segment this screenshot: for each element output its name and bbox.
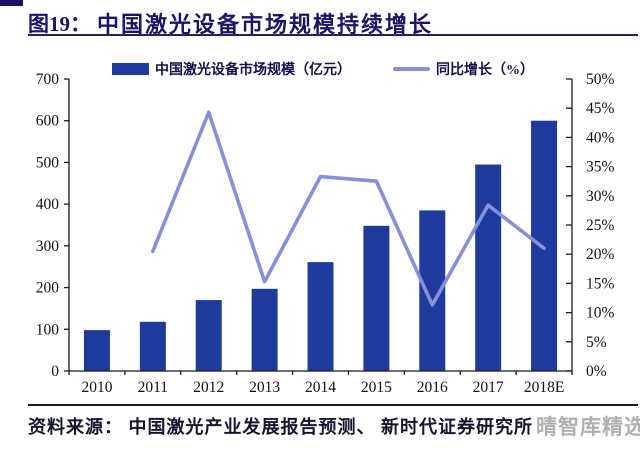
left-axis-label: 600: [36, 113, 60, 130]
left-axis-label: 100: [36, 321, 60, 338]
chart-canvas: 0 100 200 300 400 500 600 700 0% 5% 10% 15% 20% 25% 30…: [36, 71, 615, 396]
right-axis-label: 15%: [586, 275, 615, 292]
right-axis-label: 40%: [586, 129, 615, 146]
bar-2015: [363, 225, 390, 371]
legend-item-market-size: 中国激光设备市场规模（亿元）: [112, 59, 351, 79]
right-axis-label: 45%: [586, 100, 615, 117]
x-axis-label: 2018E: [524, 379, 564, 396]
right-axis-label: 5%: [586, 334, 607, 351]
x-axis-label: 2015: [361, 379, 392, 396]
top-border-fragment: [0, 0, 23, 6]
right-axis-label: 25%: [586, 217, 615, 234]
watermark: 晴智库精选: [536, 415, 640, 439]
growth-line: [151, 110, 546, 307]
bar-2017: [475, 164, 502, 371]
legend-label-market-size: 中国激光设备市场规模（亿元）: [155, 63, 351, 78]
legend-item-growth: 同比增长（%）: [393, 59, 534, 79]
x-axis-label: 2013: [249, 379, 280, 396]
right-axis-label: 0%: [586, 363, 607, 380]
bar-2010: [83, 330, 110, 371]
left-axis-label: 400: [36, 196, 60, 213]
left-axis-label: 0: [51, 363, 59, 380]
right-axis-label: 30%: [586, 188, 615, 205]
left-axis-label: 500: [36, 154, 60, 171]
x-axis-label: 2011: [138, 379, 168, 396]
left-axis-label: 700: [36, 71, 60, 88]
source-divider: [28, 404, 638, 406]
page-title: 中国激光设备市场规模持续增长: [97, 12, 434, 37]
title-divider: [28, 34, 638, 36]
left-axis-label: 300: [36, 238, 60, 255]
chart-legend: 中国激光设备市场规模（亿元） 同比增长（%）: [112, 59, 534, 79]
x-axis-label: 2017: [473, 379, 504, 396]
bar-2018E: [531, 120, 558, 371]
legend-label-growth: 同比增长（%）: [436, 63, 534, 78]
line-series-swatch-icon: [393, 67, 430, 71]
bar-2013: [251, 288, 278, 371]
x-axis-label: 2010: [81, 379, 112, 396]
right-axis-label: 50%: [586, 71, 615, 88]
x-axis-label: 2012: [193, 379, 224, 396]
bar-series-swatch-icon: [112, 63, 149, 75]
right-axis-label: 20%: [586, 246, 615, 263]
right-axis-label: 10%: [586, 305, 615, 322]
bar-2011: [139, 321, 166, 371]
left-axis-label: 200: [36, 280, 60, 297]
figure-label: 图19：: [28, 12, 91, 36]
x-axis-label: 2014: [305, 379, 336, 396]
x-axis-label: 2016: [417, 379, 448, 396]
bar-2012: [195, 300, 222, 371]
bar-2014: [307, 262, 334, 371]
right-axis-label: 35%: [586, 159, 615, 176]
source-text: 资料来源： 中国激光产业发展报告预测、 新时代证券研究所: [28, 417, 533, 437]
